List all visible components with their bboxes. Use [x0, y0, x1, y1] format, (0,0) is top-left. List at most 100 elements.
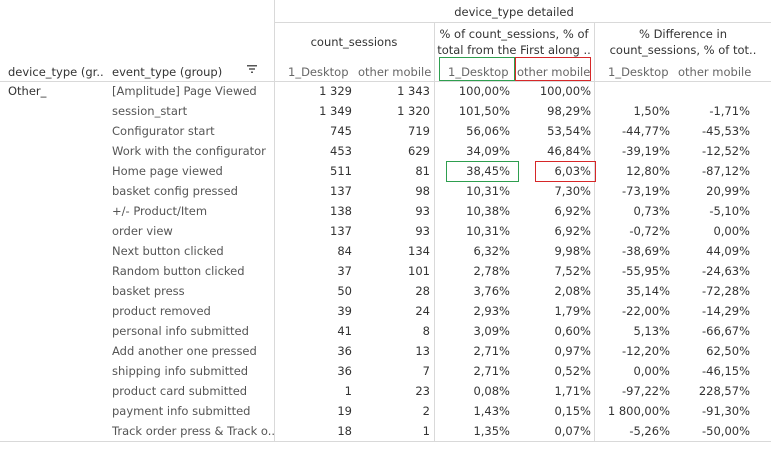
pct-desktop-cell[interactable]: 38,45% — [466, 164, 510, 178]
diff-mobile-cell[interactable]: -91,30% — [702, 404, 750, 418]
event-name-cell[interactable]: payment info submitted — [112, 404, 251, 418]
diff-mobile-cell[interactable]: -46,15% — [702, 364, 750, 378]
diff-desktop-cell[interactable]: -73,19% — [622, 184, 670, 198]
count-desktop-cell[interactable]: 1 — [344, 384, 352, 398]
count-desktop-cell[interactable]: 36 — [337, 364, 352, 378]
diff-mobile-cell[interactable]: -50,00% — [702, 424, 750, 438]
pct-mobile-cell[interactable]: 46,84% — [547, 144, 591, 158]
count-desktop-cell[interactable]: 18 — [337, 424, 352, 438]
pct-desktop-cell[interactable]: 34,09% — [466, 144, 510, 158]
pct-mobile-cell[interactable]: 1,79% — [554, 304, 591, 318]
diff-desktop-cell[interactable]: -0,72% — [629, 224, 670, 238]
diff-desktop-cell[interactable]: 0,73% — [633, 204, 670, 218]
count-desktop-cell[interactable]: 453 — [330, 144, 352, 158]
diff-mobile-cell[interactable]: 62,50% — [706, 344, 750, 358]
diff-desktop-cell[interactable]: 1,50% — [633, 104, 670, 118]
pct-mobile-cell[interactable]: 100,00% — [539, 84, 591, 98]
diff-mobile-cell[interactable]: -45,53% — [702, 124, 750, 138]
diff-desktop-cell[interactable]: -5,26% — [629, 424, 670, 438]
header-device-type-detailed[interactable]: device_type detailed — [454, 5, 574, 19]
event-name-cell[interactable]: product card submitted — [112, 384, 248, 398]
count-mobile-cell[interactable]: 629 — [408, 144, 430, 158]
count-desktop-cell[interactable]: 138 — [330, 204, 352, 218]
pct-mobile-cell[interactable]: 0,60% — [554, 324, 591, 338]
event-name-cell[interactable]: session_start — [112, 104, 188, 118]
count-desktop-cell[interactable]: 41 — [337, 324, 352, 338]
event-name-cell[interactable]: +/- Product/Item — [112, 204, 208, 218]
header-pct-of-total[interactable]: % of count_sessions, % of total from the… — [437, 27, 591, 57]
count-desktop-cell[interactable]: 36 — [337, 344, 352, 358]
pct-mobile-cell[interactable]: 6,03% — [554, 164, 591, 178]
count-mobile-cell[interactable]: 93 — [415, 204, 430, 218]
count-desktop-cell[interactable]: 50 — [337, 284, 352, 298]
subheader-count-mobile[interactable]: other mobile — [358, 65, 432, 79]
header-device-type[interactable]: device_type (gr.. — [8, 65, 104, 79]
event-name-cell[interactable]: Home page viewed — [112, 164, 223, 178]
count-mobile-cell[interactable]: 13 — [415, 344, 430, 358]
count-desktop-cell[interactable]: 39 — [337, 304, 352, 318]
diff-desktop-cell[interactable]: 5,13% — [633, 324, 670, 338]
pct-mobile-cell[interactable]: 0,97% — [554, 344, 591, 358]
count-mobile-cell[interactable]: 98 — [415, 184, 430, 198]
diff-desktop-cell[interactable]: -39,19% — [622, 144, 670, 158]
count-mobile-cell[interactable]: 1 — [422, 424, 430, 438]
count-mobile-cell[interactable]: 81 — [415, 164, 430, 178]
diff-mobile-cell[interactable]: 20,99% — [706, 184, 750, 198]
pct-mobile-cell[interactable]: 6,92% — [554, 224, 591, 238]
diff-desktop-cell[interactable]: 12,80% — [626, 164, 670, 178]
pct-desktop-cell[interactable]: 6,32% — [473, 244, 510, 258]
pct-desktop-cell[interactable]: 101,50% — [458, 104, 510, 118]
pct-desktop-cell[interactable]: 1,43% — [473, 404, 510, 418]
count-mobile-cell[interactable]: 24 — [415, 304, 430, 318]
pct-desktop-cell[interactable]: 2,71% — [473, 344, 510, 358]
event-name-cell[interactable]: Track order press & Track o.. — [112, 424, 274, 438]
pct-mobile-cell[interactable]: 0,52% — [554, 364, 591, 378]
event-name-cell[interactable]: [Amplitude] Page Viewed — [112, 84, 257, 98]
diff-desktop-cell[interactable]: -38,69% — [622, 244, 670, 258]
pct-mobile-cell[interactable]: 98,29% — [547, 104, 591, 118]
event-name-cell[interactable]: Configurator start — [112, 124, 215, 138]
count-mobile-cell[interactable]: 7 — [422, 364, 430, 378]
diff-desktop-cell[interactable]: 1 800,00% — [607, 404, 670, 418]
pct-desktop-cell[interactable]: 100,00% — [458, 84, 510, 98]
event-name-cell[interactable]: Work with the configurator — [112, 144, 266, 158]
diff-desktop-cell[interactable]: -12,20% — [622, 344, 670, 358]
pct-mobile-cell[interactable]: 1,71% — [554, 384, 591, 398]
pct-desktop-cell[interactable]: 3,76% — [473, 284, 510, 298]
event-name-cell[interactable]: shipping info submitted — [112, 364, 249, 378]
diff-mobile-cell[interactable]: -24,63% — [702, 264, 750, 278]
event-name-cell[interactable]: Add another one pressed — [112, 344, 257, 358]
header-count-sessions[interactable]: count_sessions — [310, 35, 398, 49]
count-mobile-cell[interactable]: 1 320 — [397, 104, 430, 118]
subheader-pct-desktop[interactable]: 1_Desktop — [448, 65, 509, 79]
pct-mobile-cell[interactable]: 0,07% — [554, 424, 591, 438]
count-desktop-cell[interactable]: 19 — [337, 404, 352, 418]
count-mobile-cell[interactable]: 134 — [408, 244, 430, 258]
count-desktop-cell[interactable]: 84 — [337, 244, 352, 258]
event-name-cell[interactable]: Random button clicked — [112, 264, 245, 278]
count-mobile-cell[interactable]: 719 — [408, 124, 430, 138]
diff-mobile-cell[interactable]: -72,28% — [702, 284, 750, 298]
pct-desktop-cell[interactable]: 10,31% — [466, 224, 510, 238]
subheader-pct-mobile[interactable]: other mobile — [517, 65, 591, 79]
pct-desktop-cell[interactable]: 56,06% — [466, 124, 510, 138]
header-pct-difference[interactable]: % Difference in count_sessions, % of tot… — [609, 27, 757, 57]
event-name-cell[interactable]: basket config pressed — [112, 184, 238, 198]
count-desktop-cell[interactable]: 511 — [330, 164, 352, 178]
pct-mobile-cell[interactable]: 53,54% — [547, 124, 591, 138]
diff-mobile-cell[interactable]: 228,57% — [698, 384, 750, 398]
pct-mobile-cell[interactable]: 0,15% — [554, 404, 591, 418]
pct-desktop-cell[interactable]: 2,78% — [473, 264, 510, 278]
subheader-diff-mobile[interactable]: other mobile — [678, 65, 752, 79]
event-name-cell[interactable]: product removed — [112, 304, 211, 318]
event-name-cell[interactable]: Next button clicked — [112, 244, 224, 258]
count-desktop-cell[interactable]: 37 — [337, 264, 352, 278]
count-mobile-cell[interactable]: 28 — [415, 284, 430, 298]
event-name-cell[interactable]: order view — [112, 224, 173, 238]
diff-desktop-cell[interactable]: -55,95% — [622, 264, 670, 278]
diff-desktop-cell[interactable]: -22,00% — [622, 304, 670, 318]
pct-desktop-cell[interactable]: 2,93% — [473, 304, 510, 318]
subheader-diff-desktop[interactable]: 1_Desktop — [608, 65, 669, 79]
diff-mobile-cell[interactable]: -12,52% — [702, 144, 750, 158]
count-desktop-cell[interactable]: 137 — [330, 184, 352, 198]
